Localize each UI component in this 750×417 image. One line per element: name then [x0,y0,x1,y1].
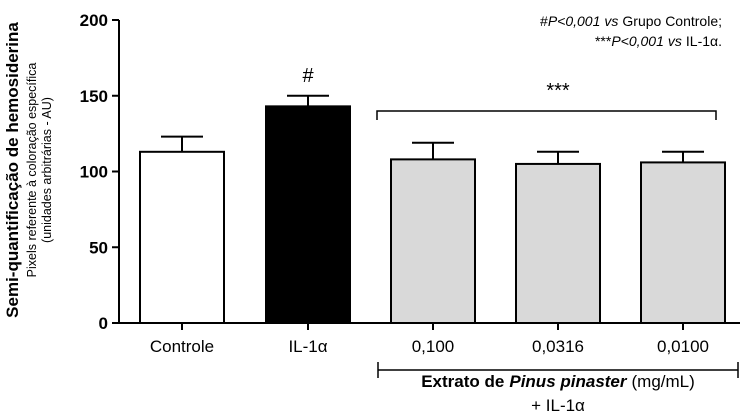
y-tick-label: 200 [80,11,108,30]
significance-bracket [376,110,717,120]
group-label-line-2: + IL-1α [531,396,585,415]
legend-line-1: #P<0,001 vs Grupo Controle; [540,13,722,29]
y-tick-label: 100 [80,163,108,182]
bar-2 [390,158,476,324]
bar-3 [515,162,601,324]
y-tick-label: 150 [80,87,108,106]
bar-0 [139,150,225,324]
category-label-4: 0,0100 [657,337,709,356]
bar-1 [265,105,351,325]
y-axis-title: Semi-quantificação de hemosiderina [3,22,22,318]
legend-line-2: ***P<0,001 vs IL-1α. [595,33,722,49]
category-label-2: 0,100 [412,337,455,356]
significance-stars: *** [546,80,570,102]
group-label-line-1: Extrato de Pinus pinaster (mg/mL) [421,372,695,391]
significance-hash: # [302,65,314,87]
bar-4 [640,161,726,324]
category-label-3: 0,0316 [532,337,584,356]
y-axis-subtitle-1: Pixels referente à coloração específica [25,63,39,278]
y-tick-label: 50 [89,238,108,257]
y-axis-subtitle-2: (unidades arbitrárias - AU) [40,97,54,243]
group-bracket [377,362,739,378]
y-tick-label: 0 [99,314,108,333]
category-label-1: IL-1α [288,337,327,356]
category-label-0: Controle [150,337,214,356]
